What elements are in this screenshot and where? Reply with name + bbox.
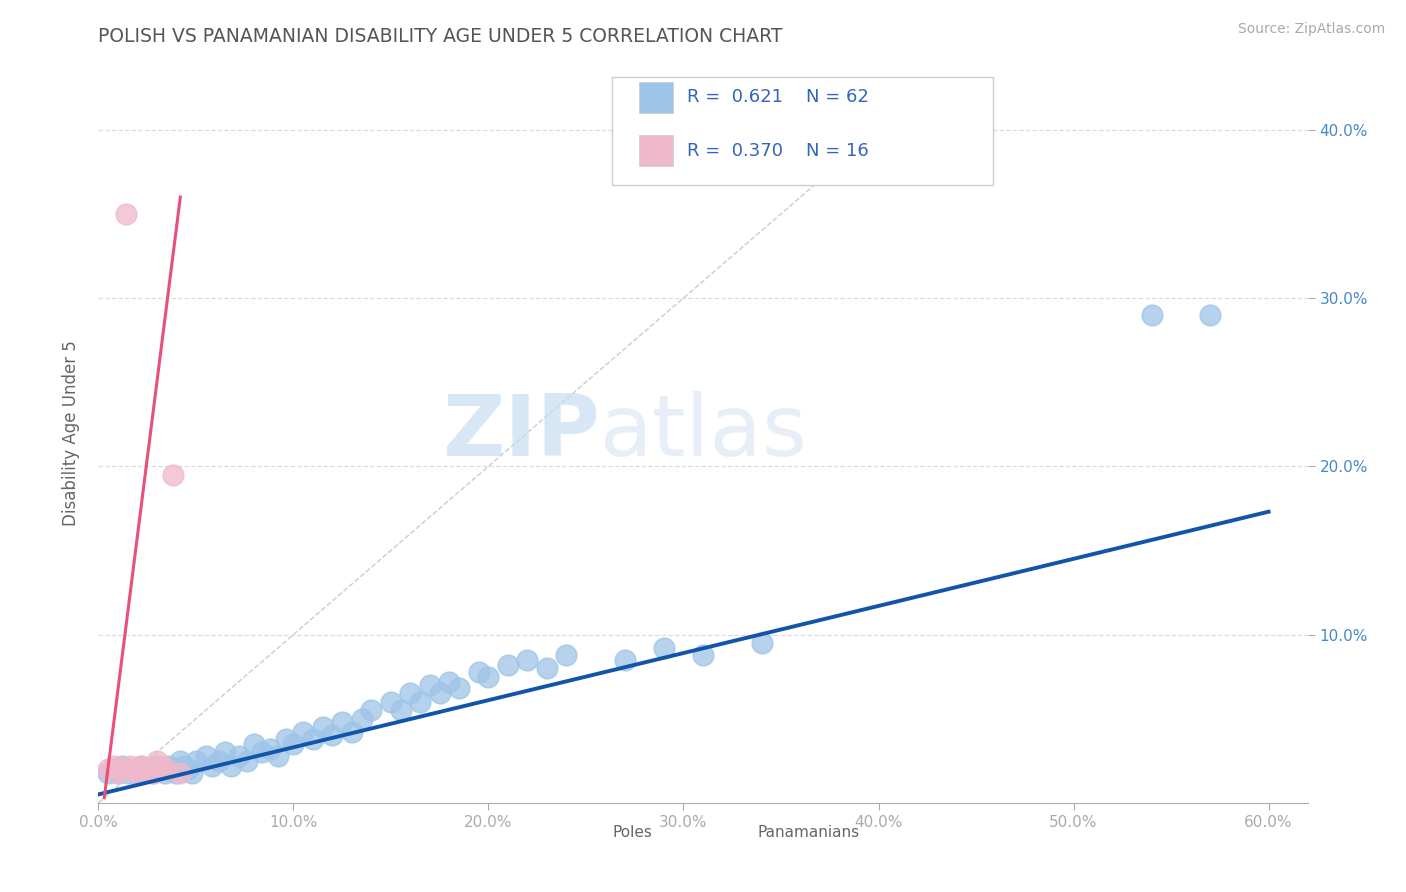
Point: [449, 681, 471, 696]
Point: [181, 765, 204, 780]
Point: [496, 657, 519, 672]
Point: [692, 648, 714, 662]
Point: [380, 695, 402, 709]
Text: R =  0.370    N = 16: R = 0.370 N = 16: [688, 142, 869, 160]
Point: [274, 731, 297, 746]
Point: [165, 765, 187, 780]
Point: [208, 754, 231, 768]
Point: [177, 762, 200, 776]
Point: [122, 762, 145, 776]
Point: [97, 765, 120, 780]
Text: Source: ZipAtlas.com: Source: ZipAtlas.com: [1237, 22, 1385, 37]
Point: [652, 640, 675, 655]
Point: [1140, 308, 1163, 322]
Point: [117, 765, 139, 780]
Point: [477, 670, 499, 684]
Point: [219, 758, 242, 772]
Point: [312, 720, 335, 734]
Point: [555, 648, 578, 662]
Point: [169, 765, 191, 780]
Point: [156, 762, 179, 776]
Point: [429, 686, 451, 700]
Point: [111, 762, 134, 776]
Point: [127, 765, 149, 780]
Point: [228, 748, 250, 763]
Point: [142, 765, 165, 780]
Point: [252, 745, 274, 759]
Point: [1199, 308, 1222, 322]
Point: [536, 661, 558, 675]
Point: [111, 758, 134, 772]
Point: [200, 758, 222, 772]
Point: [146, 758, 169, 772]
Point: [157, 758, 180, 772]
Point: [146, 754, 169, 768]
Point: [467, 665, 489, 679]
Point: [184, 754, 207, 768]
Point: [751, 636, 773, 650]
Text: POLISH VS PANAMANIAN DISABILITY AGE UNDER 5 CORRELATION CHART: POLISH VS PANAMANIAN DISABILITY AGE UNDE…: [98, 27, 783, 45]
Point: [149, 758, 172, 772]
Point: [194, 748, 217, 763]
Point: [122, 762, 145, 776]
Point: [389, 703, 412, 717]
Point: [283, 737, 305, 751]
Point: [243, 737, 266, 751]
Point: [350, 712, 373, 726]
Point: [173, 758, 195, 772]
Point: [103, 758, 125, 772]
Point: [214, 745, 236, 759]
Point: [419, 678, 441, 692]
Point: [267, 748, 290, 763]
Point: [103, 762, 125, 776]
Point: [516, 653, 538, 667]
Point: [169, 754, 191, 768]
Point: [614, 653, 637, 667]
Point: [162, 467, 184, 482]
Point: [136, 762, 159, 776]
Point: [162, 762, 184, 776]
Bar: [727, 822, 751, 844]
Point: [330, 714, 353, 729]
Point: [259, 742, 281, 756]
Text: atlas: atlas: [600, 391, 808, 475]
Text: Poles: Poles: [613, 825, 652, 840]
Point: [360, 703, 382, 717]
Point: [118, 758, 141, 772]
FancyBboxPatch shape: [613, 78, 993, 185]
Point: [149, 762, 172, 776]
Text: Panamanians: Panamanians: [758, 825, 859, 840]
Bar: [638, 82, 673, 112]
Point: [409, 695, 432, 709]
Point: [131, 758, 153, 772]
Point: [399, 686, 422, 700]
Point: [107, 765, 129, 780]
Point: [114, 207, 136, 221]
Point: [340, 725, 363, 739]
Y-axis label: Disability Age Under 5: Disability Age Under 5: [62, 340, 80, 525]
Point: [439, 674, 461, 689]
Point: [107, 765, 129, 780]
Point: [321, 729, 343, 743]
Point: [127, 765, 149, 780]
Bar: [582, 822, 606, 844]
Point: [302, 731, 325, 746]
Point: [292, 725, 315, 739]
Point: [97, 762, 120, 776]
Bar: [638, 135, 673, 166]
Point: [142, 765, 165, 780]
Point: [136, 762, 159, 776]
Point: [153, 765, 176, 780]
Point: [131, 758, 153, 772]
Point: [235, 754, 257, 768]
Text: ZIP: ZIP: [443, 391, 600, 475]
Text: R =  0.621    N = 62: R = 0.621 N = 62: [688, 88, 869, 106]
